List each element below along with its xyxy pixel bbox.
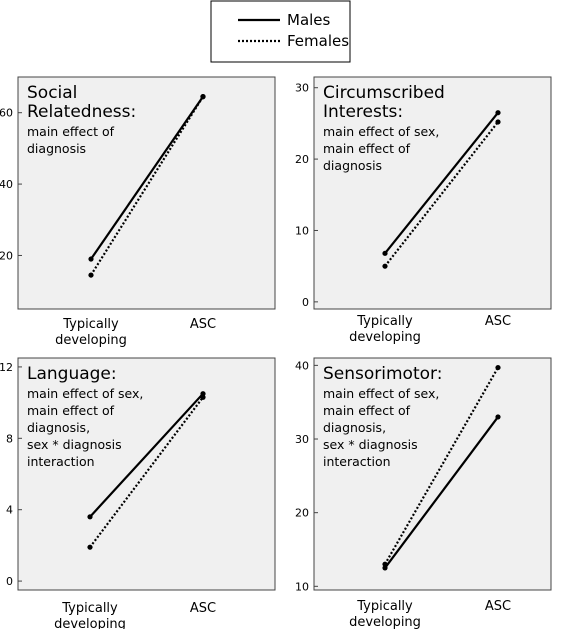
series-line-males bbox=[384, 416, 499, 569]
data-point-females bbox=[88, 272, 94, 278]
chart-subtitle: main effect of sex, bbox=[323, 386, 439, 401]
y-tick-label: 0 bbox=[6, 575, 13, 588]
y-tick-label: 10 bbox=[295, 580, 309, 593]
series-line-females bbox=[89, 396, 204, 548]
y-tick-label: 30 bbox=[295, 82, 309, 95]
chart-title: Interests: bbox=[323, 102, 403, 122]
y-tick-label: 0 bbox=[302, 296, 309, 309]
plot-area bbox=[17, 76, 276, 310]
chart-subtitle: main effect of bbox=[27, 403, 115, 418]
legend: Males Females bbox=[210, 0, 351, 63]
data-point-females bbox=[87, 544, 93, 550]
data-point-females bbox=[382, 561, 388, 567]
chart-subtitle: diagnosis, bbox=[323, 420, 386, 435]
chart-title: Circumscribed bbox=[323, 83, 445, 103]
chart-subtitle: main effect of bbox=[323, 403, 411, 418]
data-point-females bbox=[495, 364, 501, 371]
x-category-label: ASC bbox=[190, 317, 216, 332]
y-tick-label: 12 bbox=[0, 361, 13, 374]
data-point-females bbox=[200, 394, 206, 400]
series-line-males bbox=[89, 392, 204, 518]
data-point-males bbox=[495, 414, 501, 420]
data-point-males bbox=[382, 565, 388, 571]
chart-subtitle: main effect of sex, bbox=[27, 386, 143, 401]
y-tick-label: 30 bbox=[295, 433, 309, 446]
series-line-males bbox=[384, 112, 499, 255]
chart-title: Sensorimotor: bbox=[323, 364, 442, 384]
chart-subtitle: diagnosis bbox=[323, 158, 382, 173]
x-category-label: ASC bbox=[485, 314, 511, 329]
x-category-label: Typically bbox=[356, 599, 413, 614]
legend-label-females: Females bbox=[287, 32, 349, 50]
y-tick-label: 60 bbox=[0, 107, 13, 120]
chart-subtitle: sex * diagnosis bbox=[323, 437, 418, 452]
chart-subtitle: main effect of bbox=[27, 124, 115, 139]
y-tick-label: 20 bbox=[0, 249, 13, 262]
y-tick-label: 8 bbox=[6, 432, 13, 445]
series-line-males bbox=[90, 96, 204, 260]
chart-subtitle: sex * diagnosis bbox=[27, 437, 122, 452]
plot-area bbox=[313, 357, 552, 591]
chart-subtitle: interaction bbox=[27, 454, 95, 469]
y-tick-label: 20 bbox=[295, 507, 309, 520]
chart-subtitle: diagnosis, bbox=[27, 420, 90, 435]
x-category-label: developing bbox=[349, 615, 421, 629]
data-point-males bbox=[200, 391, 206, 397]
x-category-label: developing bbox=[55, 333, 127, 348]
y-tick-label: 4 bbox=[6, 504, 13, 517]
series-line-females bbox=[90, 96, 204, 276]
chart-subtitle: main effect of bbox=[323, 141, 411, 156]
x-category-label: ASC bbox=[190, 601, 216, 616]
x-category-label: developing bbox=[349, 330, 421, 345]
data-point-females bbox=[495, 119, 501, 125]
x-category-label: Typically bbox=[61, 601, 118, 616]
x-category-label: ASC bbox=[485, 599, 511, 614]
y-tick-label: 20 bbox=[295, 153, 309, 166]
series-line-females bbox=[384, 121, 499, 267]
data-point-females bbox=[200, 94, 206, 100]
data-point-males bbox=[382, 250, 388, 256]
legend-box bbox=[210, 0, 351, 63]
chart-panels: 204060TypicallydevelopingASCSocialRelate… bbox=[0, 76, 552, 629]
y-tick-label: 40 bbox=[295, 359, 309, 372]
y-tick-label: 40 bbox=[0, 178, 13, 191]
chart-subtitle: main effect of sex, bbox=[323, 124, 439, 139]
data-point-females bbox=[382, 263, 388, 269]
x-category-label: Typically bbox=[356, 314, 413, 329]
data-point-males bbox=[87, 514, 93, 520]
chart-title: Language: bbox=[27, 364, 117, 384]
legend-label-males: Males bbox=[287, 11, 331, 29]
chart-subtitle: interaction bbox=[323, 454, 391, 469]
chart-title: Relatedness: bbox=[27, 102, 136, 122]
y-tick-label: 10 bbox=[295, 224, 309, 237]
series-line-females bbox=[384, 367, 499, 565]
x-category-label: developing bbox=[54, 617, 126, 629]
data-point-males bbox=[88, 256, 94, 262]
chart-subtitle: diagnosis bbox=[27, 141, 86, 156]
x-category-label: Typically bbox=[62, 317, 119, 332]
data-point-males bbox=[495, 110, 501, 116]
chart-title: Social bbox=[27, 83, 77, 103]
